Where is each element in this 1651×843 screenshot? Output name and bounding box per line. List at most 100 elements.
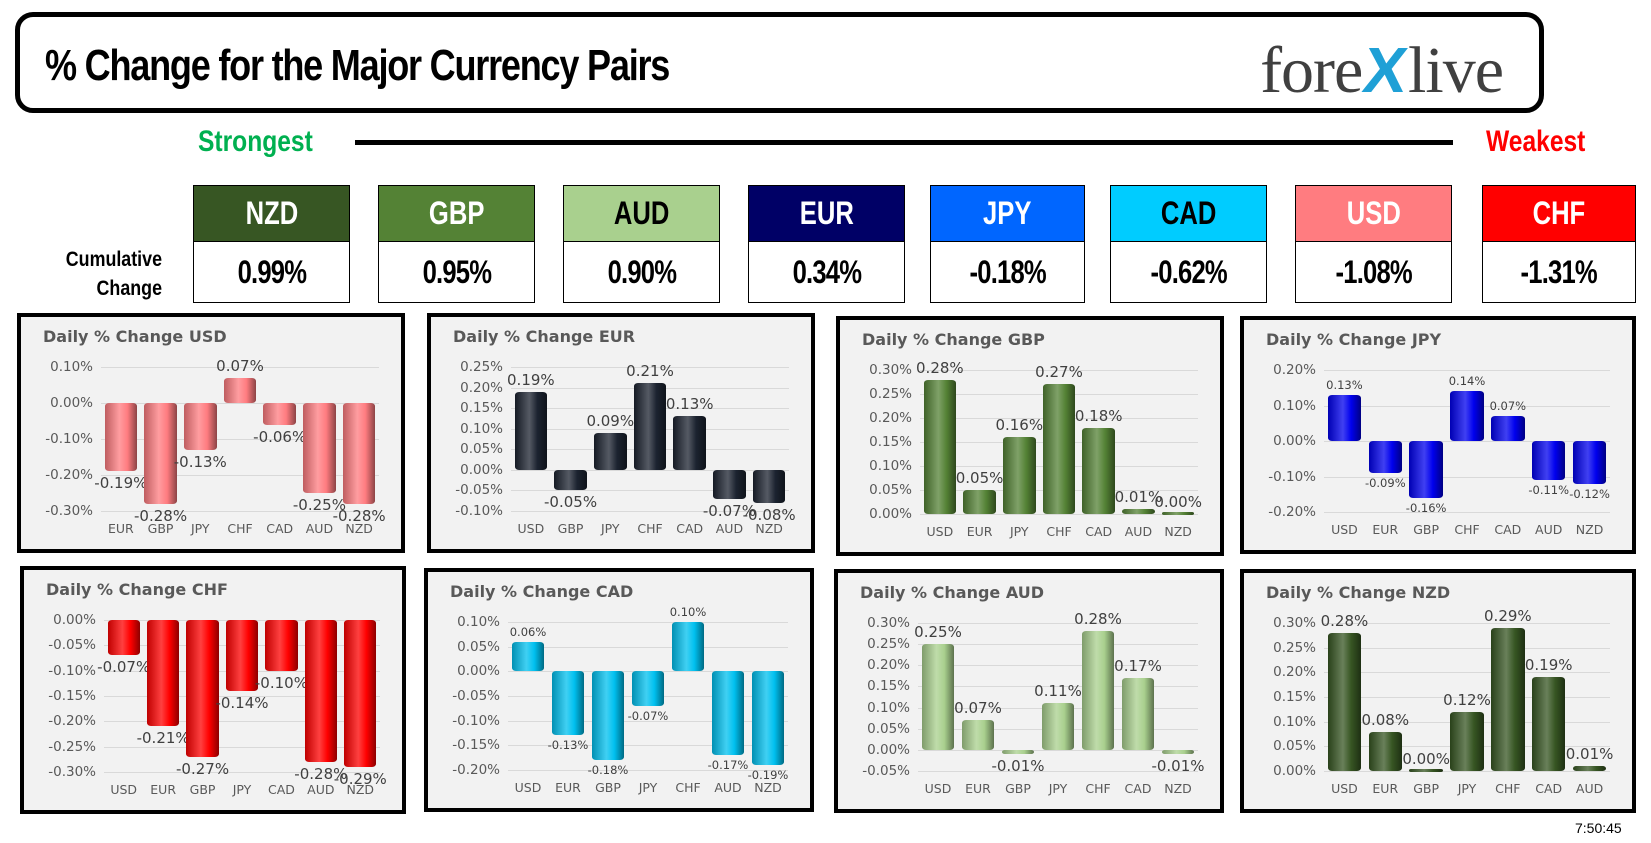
bar-eur [1368,731,1403,771]
gridline [101,439,379,440]
y-axis-tick: 0.25% [460,359,503,375]
plot-area: 0.20% 0.10% 0.00% -0.10% -0.20% 0.13% USD -0.09… [1268,362,1610,537]
chart-daily-change-eur: Daily % Change EUR 0.25% 0.20% 0.15% 0.10% 0.… [427,313,815,553]
data-label: 0.11% [1034,682,1082,701]
x-axis-tick: JPY [1009,524,1029,539]
bar-gbp [144,403,177,504]
data-label: 0.00% [1154,493,1202,511]
plot-area: 0.10% 0.05% 0.00% -0.05% -0.10% -0.15% -0.20% 0… [452,605,788,795]
y-axis-tick: 0.10% [460,420,503,437]
x-axis-tick: AUD [307,782,335,797]
y-axis-tick: -0.20% [1268,504,1316,520]
x-axis-tick: EUR [1372,781,1399,796]
x-axis-tick: EUR [150,782,177,797]
bar-eur [146,620,180,727]
y-axis-tick: 0.15% [867,678,910,695]
bar-gbp [591,671,625,761]
currency-code-text: CAD [1160,195,1217,231]
y-axis-tick: 0.00% [867,741,910,758]
bar-cad [263,403,296,425]
x-axis-tick: CHF [1454,522,1480,537]
gridline [1324,697,1610,698]
x-axis-tick: USD [924,781,952,796]
y-axis-tick: -0.05% [862,763,910,779]
data-label: -0.07% [702,501,756,520]
bar-jpy [631,671,665,706]
cumulative-value: -1.31% [1483,242,1635,302]
data-label: 0.28% [916,358,964,377]
bar-jpy [594,432,627,470]
chart-title: Daily % Change GBP [862,330,1045,349]
x-axis-tick: AUD [1535,522,1563,537]
data-label: 0.18% [1074,406,1123,425]
bar-eur [1368,441,1403,473]
page-title: % Change for the Major Currency Pairs [45,41,670,90]
y-axis-tick: 0.15% [1273,689,1316,705]
data-label: 0.25% [914,623,962,642]
data-label: -0.19% [747,768,789,783]
cumulative-value: -0.18% [931,242,1084,302]
gridline [918,749,1198,751]
x-axis-tick: EUR [1372,522,1399,537]
x-axis-tick: CAD [676,521,704,536]
y-axis-tick: -0.20% [45,467,93,483]
x-axis-tick: EUR [555,780,581,795]
data-label: 0.28% [1320,611,1369,630]
x-axis-tick: CHF [227,521,253,536]
cumulative-value-text: 0.99% [237,253,306,290]
data-label: 0.19% [507,370,555,389]
x-axis-tick: JPY [232,782,252,797]
gridline [1324,623,1610,624]
y-axis-tick: 0.10% [867,699,910,716]
x-axis-tick: GBP [1005,781,1031,796]
x-axis-tick: CHF [1085,781,1111,796]
data-label: -0.11% [1528,483,1570,498]
bar-eur [551,671,585,736]
gridline [1324,672,1610,674]
data-label: -0.29% [333,769,387,788]
gridline [1324,647,1610,649]
data-label: -0.12% [1569,486,1610,501]
currency-code: NZD [194,186,349,242]
x-axis-tick: CAD [1124,781,1152,796]
x-axis-tick: JPY [190,521,210,536]
strongest-label: Strongest [198,125,313,158]
gridline [1324,370,1610,371]
currency-code-text: NZD [245,195,298,231]
bar-jpy [1003,437,1036,514]
chart-daily-change-chf: Daily % Change CHF 0.00% -0.05% -0.10% -0.15… [20,566,406,814]
gridline [1324,512,1610,513]
x-axis-tick: GBP [1413,781,1440,796]
gridline [920,370,1198,371]
gridline [508,770,788,771]
currency-code-text: AUD [613,195,670,231]
y-axis-tick: 0.15% [869,434,912,450]
data-label: -0.14% [215,693,269,712]
data-label: 0.07% [954,699,1002,718]
gridline [511,511,789,512]
data-label: -0.10% [254,673,308,692]
y-axis-tick: -0.10% [1268,468,1316,485]
bar-usd [1327,394,1362,441]
x-axis-tick: JPY [1457,781,1477,796]
bar-cad [1531,677,1566,771]
y-axis-tick: -0.10% [455,503,503,519]
chart-daily-change-cad: Daily % Change CAD 0.10% 0.05% 0.00% -0.05% -… [424,568,814,812]
weakest-label: Weakest [1486,125,1586,158]
y-axis-tick: 0.30% [869,362,912,378]
data-label: -0.19% [94,474,148,493]
x-axis-tick: NZD [1164,524,1192,539]
x-axis-tick: GBP [1413,522,1440,537]
gridline [104,696,380,697]
y-axis-tick: 0.20% [869,410,912,426]
y-axis-tick: 0.30% [1273,615,1316,631]
gridline [508,720,788,722]
data-label: 0.09% [586,411,635,430]
gridline [101,403,379,404]
data-label: 0.14% [1448,374,1486,389]
bar-chf [1491,627,1525,771]
data-label: -0.28% [332,506,386,525]
bar-chf [633,383,667,470]
cumulative-value-text: 0.34% [792,253,861,290]
gridline [104,721,380,723]
